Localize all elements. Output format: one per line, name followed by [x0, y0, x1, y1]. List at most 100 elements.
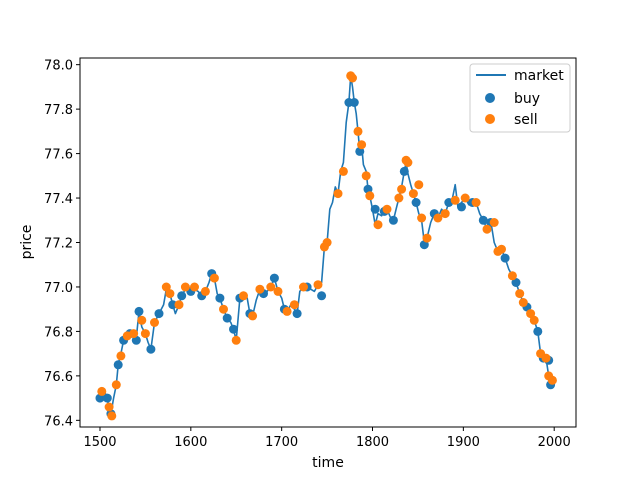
point-buy	[511, 278, 521, 287]
point-sell	[518, 298, 528, 307]
point-sell	[150, 318, 159, 327]
point-buy	[215, 293, 225, 303]
point-sell	[357, 140, 367, 150]
point-sell	[289, 300, 299, 310]
point-sell	[394, 193, 404, 203]
legend-buy-label: buy	[514, 91, 540, 107]
point-sell	[313, 280, 323, 290]
point-sell	[433, 213, 443, 223]
point-sell	[140, 329, 150, 339]
x-axis: 1500 1600 1700 1800 1900 2000	[83, 427, 571, 450]
y-axis-label: price	[19, 225, 35, 260]
point-sell	[248, 311, 258, 321]
point-buy	[478, 215, 488, 225]
point-sell	[338, 166, 348, 176]
point-sell	[482, 224, 492, 234]
x-tick-label: 2000	[538, 435, 571, 450]
y-tick-label: 77.8	[44, 103, 73, 118]
x-tick-label: 1800	[356, 435, 389, 450]
point-sell	[382, 204, 392, 214]
point-sell	[373, 220, 383, 230]
point-sell	[107, 411, 117, 421]
point-buy	[349, 98, 359, 107]
point-sell	[266, 282, 276, 292]
x-tick-label: 1500	[83, 435, 116, 450]
point-sell	[489, 218, 499, 227]
point-buy	[134, 306, 144, 316]
point-sell	[417, 213, 427, 223]
point-sell	[471, 198, 481, 207]
point-sell	[165, 289, 175, 299]
point-sell	[161, 282, 171, 292]
point-sell	[414, 180, 424, 190]
point-sell	[255, 284, 265, 294]
point-buy	[399, 166, 409, 176]
point-sell	[422, 233, 432, 243]
point-sell	[365, 191, 375, 201]
point-sell	[174, 300, 184, 310]
point-buy	[222, 313, 232, 323]
legend-sell-label: sell	[514, 112, 538, 128]
point-sell	[273, 286, 283, 296]
point-buy	[113, 360, 123, 370]
point-buy	[533, 326, 543, 336]
point-sell	[544, 371, 554, 381]
point-sell	[282, 306, 292, 316]
point-sell	[515, 289, 525, 299]
y-axis: 76.4 76.6 76.8 77.0 77.2 77.4 77.6 77.8 78.0	[44, 59, 80, 429]
y-tick-label: 78.0	[44, 59, 73, 74]
point-buy	[411, 198, 421, 207]
point-sell	[239, 291, 248, 301]
point-sell	[353, 126, 363, 136]
point-buy	[388, 215, 398, 225]
legend-box	[469, 63, 571, 133]
point-sell	[116, 351, 126, 361]
legend-buy-marker	[485, 93, 495, 103]
y-tick-label: 77.6	[44, 148, 73, 163]
point-sell	[219, 304, 228, 314]
point-buy	[317, 291, 327, 301]
point-buy	[146, 344, 156, 354]
y-tick-label: 77.4	[44, 192, 73, 207]
point-buy	[229, 324, 238, 334]
point-sell	[529, 315, 539, 325]
point-buy	[168, 300, 178, 310]
point-buy	[269, 273, 279, 283]
point-sell	[231, 335, 241, 345]
point-sell	[440, 209, 450, 219]
point-sell	[460, 193, 470, 203]
point-buy	[154, 309, 164, 319]
point-sell	[333, 189, 343, 199]
point-sell	[97, 386, 107, 396]
x-tick-label: 1700	[265, 435, 298, 450]
point-sell	[361, 171, 371, 181]
point-sell	[507, 271, 517, 281]
point-sell	[104, 402, 114, 412]
x-axis-label: time	[312, 455, 344, 471]
point-sell	[322, 238, 332, 247]
point-sell	[450, 195, 460, 205]
x-tick-label: 1900	[447, 435, 480, 450]
point-buy	[292, 309, 302, 319]
point-sell	[200, 286, 210, 296]
point-buy	[102, 393, 112, 403]
x-tick-label: 1600	[174, 435, 207, 450]
point-sell	[497, 244, 506, 254]
point-sell	[209, 273, 219, 283]
y-tick-label: 76.8	[44, 325, 73, 340]
y-tick-label: 76.4	[44, 414, 73, 429]
legend: market buy sell	[469, 63, 571, 133]
y-tick-label: 76.6	[44, 370, 73, 385]
point-sell	[403, 158, 413, 167]
point-buy	[370, 204, 380, 214]
point-sell	[137, 315, 147, 325]
point-buy	[177, 291, 187, 301]
legend-market-label: market	[514, 68, 564, 84]
point-sell	[348, 73, 357, 83]
point-sell	[526, 309, 536, 319]
y-tick-label: 77.0	[44, 281, 73, 296]
point-sell	[299, 282, 308, 292]
legend-sell-marker	[485, 114, 495, 124]
point-sell	[408, 189, 418, 199]
